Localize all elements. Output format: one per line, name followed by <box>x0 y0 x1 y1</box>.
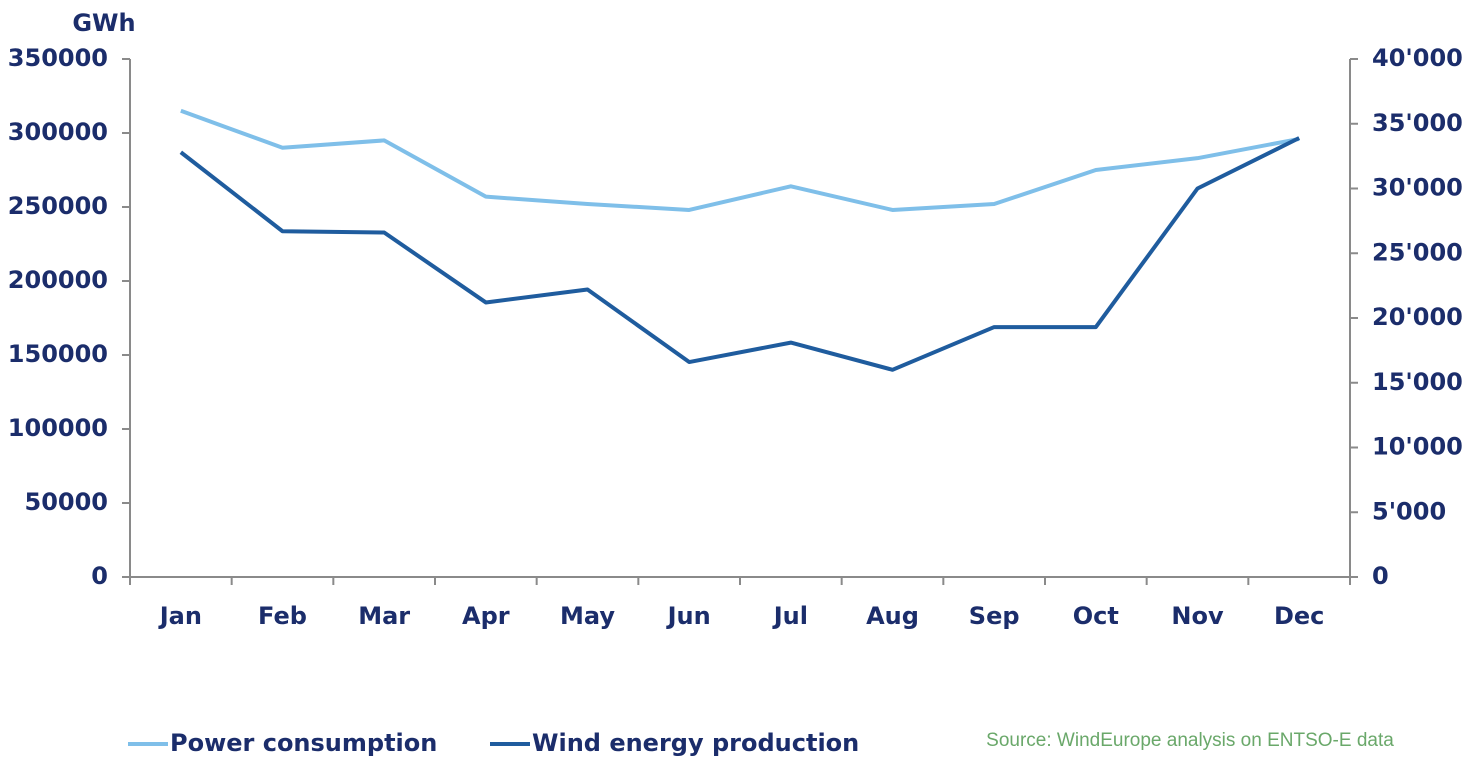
source: Source: WindEurope analysis on ENTSO-E d… <box>986 730 1394 751</box>
x-tick-label: Apr <box>462 602 510 630</box>
y2-tick-label: 20'000 <box>1372 303 1463 331</box>
y-tick-label: 0 <box>91 562 108 590</box>
y2-tick-label: 30'000 <box>1372 174 1463 202</box>
y-tick-label: 350000 <box>8 44 108 72</box>
y-tick-label: 50000 <box>25 488 109 516</box>
y-tick-label: 100000 <box>8 414 108 442</box>
x-tick-label: Oct <box>1073 602 1119 630</box>
x-tick-label: Jan <box>158 602 202 630</box>
y2-tick-label: 15'000 <box>1372 368 1463 396</box>
x-tick-label: Jun <box>666 602 711 630</box>
x-tick-label: Dec <box>1274 602 1324 630</box>
x-tick-label: Sep <box>969 602 1020 630</box>
x-tick-label: Aug <box>866 602 919 630</box>
y-axis-label: GWh <box>72 9 135 37</box>
y-tick-label: 200000 <box>8 266 108 294</box>
y2-tick-label: 5'000 <box>1372 497 1446 525</box>
y-tick-label: 300000 <box>8 118 108 146</box>
y2-tick-label: 10'000 <box>1372 433 1463 461</box>
x-tick-label: Jul <box>772 602 808 630</box>
series-line <box>179 136 1301 372</box>
series-line <box>180 108 1300 212</box>
legend-label: Power consumption <box>170 729 437 757</box>
y-tick-label: 150000 <box>8 340 108 368</box>
y2-tick-label: 25'000 <box>1372 238 1463 266</box>
y2-tick-label: 40'000 <box>1372 44 1463 72</box>
x-tick-label: Feb <box>258 602 307 630</box>
x-tick-label: Mar <box>358 602 410 630</box>
y2-tick-label: 0 <box>1372 562 1389 590</box>
y-tick-label: 250000 <box>8 192 108 220</box>
legend-label: Wind energy production <box>532 729 859 757</box>
y2-tick-label: 35'000 <box>1372 109 1463 137</box>
x-tick-label: May <box>560 602 615 630</box>
x-tick-label: Nov <box>1171 602 1224 630</box>
